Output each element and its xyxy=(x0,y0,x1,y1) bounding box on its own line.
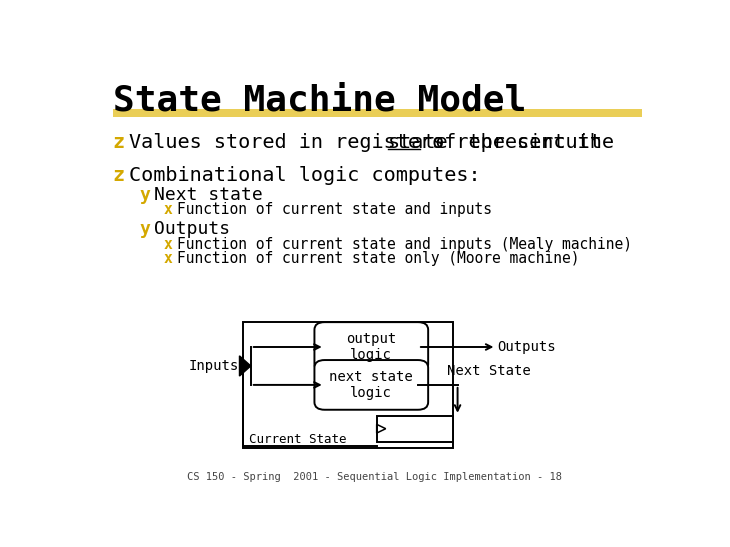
Text: Function of current state and inputs: Function of current state and inputs xyxy=(177,202,492,217)
Bar xyxy=(112,109,642,117)
Text: Function of current state only (Moore machine): Function of current state only (Moore ma… xyxy=(177,251,580,266)
Text: Values stored in registers represent the: Values stored in registers represent the xyxy=(128,133,626,152)
Bar xyxy=(243,322,453,448)
Text: x: x xyxy=(164,202,172,217)
Bar xyxy=(377,416,453,442)
Text: next state
logic: next state logic xyxy=(329,370,413,400)
FancyBboxPatch shape xyxy=(315,322,429,372)
Text: Outputs: Outputs xyxy=(154,220,230,238)
Polygon shape xyxy=(239,356,251,376)
Text: z: z xyxy=(112,133,125,152)
Text: Next State: Next State xyxy=(447,364,530,378)
Text: Combinational logic computes:: Combinational logic computes: xyxy=(128,166,480,185)
Text: state: state xyxy=(388,133,449,152)
Text: CS 150 - Spring  2001 - Sequential Logic Implementation - 18: CS 150 - Spring 2001 - Sequential Logic … xyxy=(187,472,561,482)
Text: z: z xyxy=(112,166,125,185)
Text: of the circuit: of the circuit xyxy=(420,133,602,152)
Text: x: x xyxy=(164,251,172,266)
Text: y: y xyxy=(139,220,150,238)
FancyBboxPatch shape xyxy=(315,360,429,410)
Text: Inputs: Inputs xyxy=(188,359,239,373)
Text: Function of current state and inputs (Mealy machine): Function of current state and inputs (Me… xyxy=(177,237,632,252)
Text: State Machine Model: State Machine Model xyxy=(112,83,526,117)
Text: Outputs: Outputs xyxy=(497,340,556,354)
Text: output
logic: output logic xyxy=(346,332,396,362)
Text: y: y xyxy=(139,187,150,205)
Text: Current State: Current State xyxy=(248,433,346,446)
Text: x: x xyxy=(164,237,172,252)
Text: Next state: Next state xyxy=(154,187,263,205)
